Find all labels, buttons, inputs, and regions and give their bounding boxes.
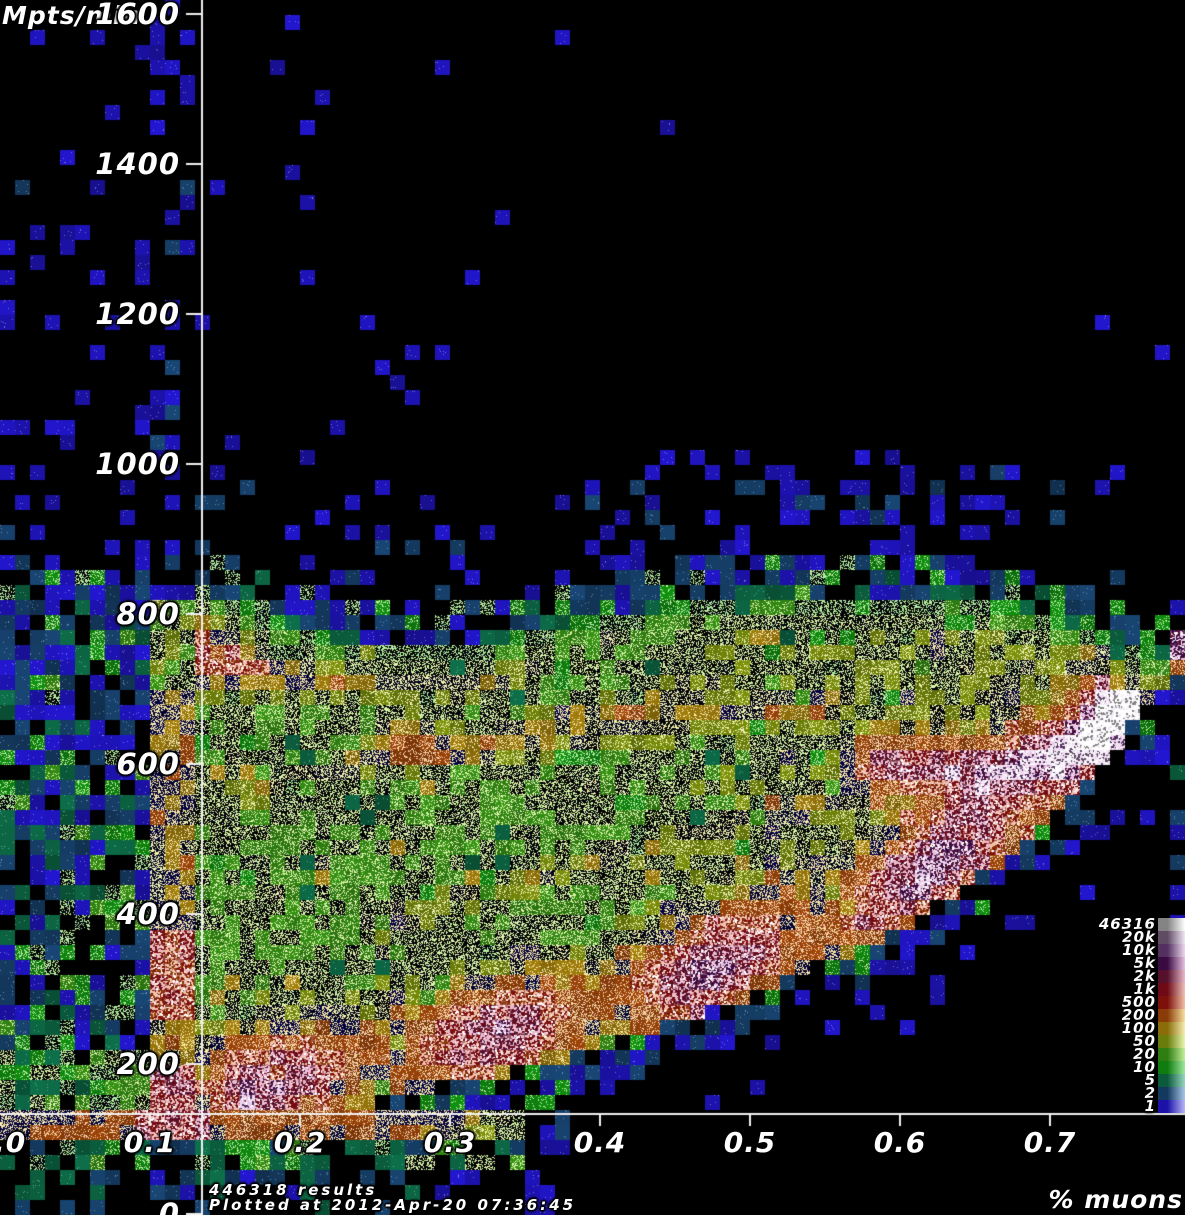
x-tick-label: 0.6 xyxy=(873,1126,927,1159)
legend-swatch xyxy=(1158,983,1185,996)
x-tick-label: 0.0 xyxy=(0,1126,27,1159)
legend-swatch xyxy=(1158,944,1185,957)
x-tick-label: 0.1 xyxy=(123,1126,177,1159)
y-tick-label: 0 xyxy=(158,1197,180,1215)
legend-label: 20k xyxy=(1122,928,1156,946)
legend-label: 10k xyxy=(1122,941,1156,959)
y-axis-title: Mpts/min xyxy=(2,1,142,30)
legend-swatch xyxy=(1158,970,1185,983)
legend-label: 100 xyxy=(1121,1019,1156,1037)
y-tick-label: 600 xyxy=(116,747,180,781)
y-tick-label: 1000 xyxy=(95,447,180,481)
legend-label: 10 xyxy=(1133,1058,1156,1076)
legend-swatch xyxy=(1158,1048,1185,1061)
x-tick-label: 0.7 xyxy=(1023,1126,1077,1159)
legend-label: 1 xyxy=(1144,1097,1156,1115)
legend-label: 2k xyxy=(1133,967,1156,985)
legend-swatch xyxy=(1158,957,1185,970)
legend-swatch xyxy=(1158,1061,1185,1074)
legend-swatch xyxy=(1158,1035,1185,1048)
legend-label: 20 xyxy=(1133,1045,1156,1063)
x-tick-label: 0.5 xyxy=(723,1126,777,1159)
legend-label: 5 xyxy=(1144,1071,1156,1089)
legend-swatch xyxy=(1158,1100,1185,1113)
legend-label: 5k xyxy=(1133,954,1156,972)
x-axis-title: % muons xyxy=(1048,1185,1183,1214)
legend-swatch xyxy=(1158,1074,1185,1087)
y-tick-label: 400 xyxy=(116,897,180,931)
y-tick-label: 800 xyxy=(116,597,180,631)
x-tick-label: 0.2 xyxy=(273,1126,327,1159)
legend-label: 1k xyxy=(1133,980,1156,998)
legend-swatch xyxy=(1158,1022,1185,1035)
legend-swatch xyxy=(1158,931,1185,944)
y-tick-label: 1200 xyxy=(95,297,180,331)
legend-label: 200 xyxy=(1121,1006,1156,1024)
x-tick-label: 0.3 xyxy=(423,1126,477,1159)
y-tick-label: 200 xyxy=(116,1047,180,1081)
legend-swatch xyxy=(1158,1009,1185,1022)
legend-label: 46316 xyxy=(1098,915,1156,933)
y-tick-label: 1400 xyxy=(95,147,180,181)
plotted-at: Plotted at 2012-Apr-20 07:36:45 xyxy=(209,1196,577,1214)
legend-label: 2 xyxy=(1144,1084,1156,1102)
x-tick-label: 0.4 xyxy=(573,1126,627,1159)
legend-swatch xyxy=(1158,1087,1185,1100)
legend-swatch xyxy=(1158,996,1185,1009)
legend-label: 50 xyxy=(1133,1032,1156,1050)
results-count: 446318 results xyxy=(209,1181,378,1199)
legend-swatch xyxy=(1158,918,1185,931)
legend-label: 500 xyxy=(1121,993,1156,1011)
y-tick-label: 1600 xyxy=(95,0,180,31)
